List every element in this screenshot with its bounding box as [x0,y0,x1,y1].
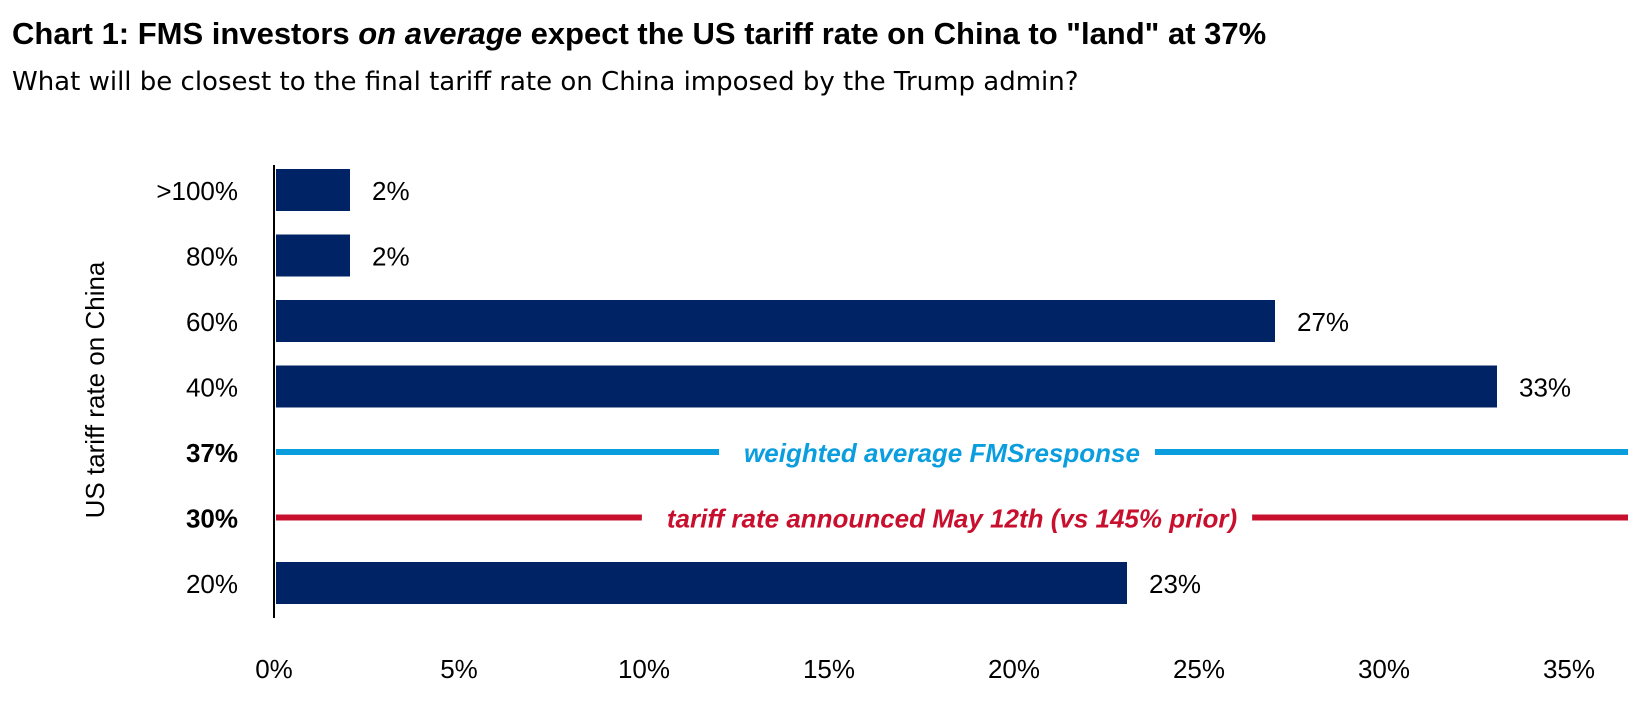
chart-subtitle: What will be closest to the final tariff… [12,67,1079,97]
data-label: 23% [1149,569,1201,599]
y-tick-label: 20% [186,569,238,599]
bar [276,365,1497,408]
x-tick-label: 5% [440,654,478,684]
x-tick-label: 10% [618,654,670,684]
bar [276,562,1127,604]
x-tick-label: 35% [1543,654,1595,684]
x-tick-label: 20% [988,654,1040,684]
bar [276,234,350,277]
data-label: 2% [372,176,410,206]
y-tick-label: 60% [186,307,238,337]
y-tick-label: 40% [186,373,238,403]
chart-title: Chart 1: FMS investors on average expect… [12,16,1266,51]
y-axis-label: US tariff rate on China [80,261,110,518]
y-tick-label: 80% [186,242,238,272]
y-tick-label: >100% [156,176,238,206]
x-tick-label: 15% [803,654,855,684]
bar [276,169,350,211]
data-label: 27% [1297,307,1349,337]
x-tick-label: 0% [255,654,293,684]
reference-line-label: tariff rate announced May 12th (vs 145% … [667,504,1237,534]
y-tick-label: 30% [186,504,238,534]
data-label: 33% [1519,373,1571,403]
x-tick-label: 30% [1358,654,1410,684]
x-tick-label: 25% [1173,654,1225,684]
bar [276,300,1275,342]
reference-line-label: weighted average FMSresponse [744,438,1140,468]
y-tick-label: 37% [186,438,238,468]
data-label: 2% [372,242,410,272]
